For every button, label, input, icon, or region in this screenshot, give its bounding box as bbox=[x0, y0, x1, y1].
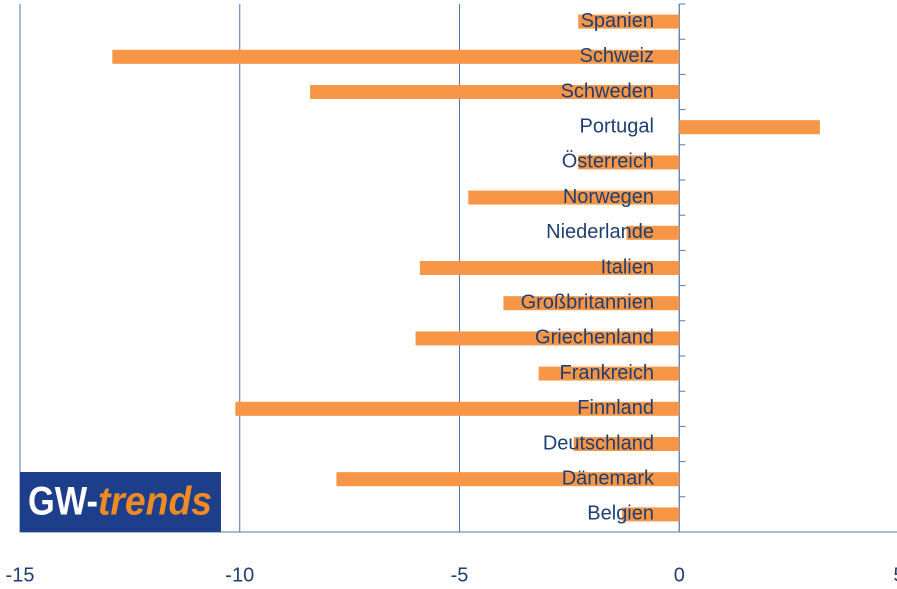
y-tick-label: Norwegen bbox=[563, 186, 654, 208]
x-tick-label: -5 bbox=[451, 564, 469, 586]
bar bbox=[415, 331, 680, 346]
bar bbox=[578, 14, 680, 29]
bar bbox=[468, 190, 680, 205]
bar bbox=[310, 85, 680, 99]
bar bbox=[679, 120, 820, 135]
y-tick-label: Frankreich bbox=[560, 362, 654, 384]
y-tick-label: Dänemark bbox=[562, 467, 655, 489]
logo-box bbox=[20, 472, 221, 532]
bar bbox=[626, 225, 680, 240]
y-tick-label: Portugal bbox=[580, 115, 655, 137]
bar bbox=[578, 155, 680, 170]
bar bbox=[235, 401, 680, 416]
y-tick-label: Italien bbox=[601, 256, 654, 278]
bar bbox=[573, 437, 680, 451]
bar bbox=[112, 49, 680, 64]
logo-text: GW- bbox=[28, 480, 98, 524]
logo-text: trends bbox=[98, 480, 212, 524]
x-tick-label: 5 bbox=[893, 564, 897, 586]
x-tick-label: -10 bbox=[225, 564, 254, 586]
bar bbox=[503, 296, 680, 311]
bar bbox=[336, 472, 680, 487]
y-tick-label: Belgien bbox=[587, 503, 654, 525]
y-tick-label: Finnland bbox=[577, 397, 654, 419]
y-tick-label: Niederlande bbox=[546, 221, 654, 243]
y-tick-label: Griechenland bbox=[535, 327, 654, 349]
y-tick-label: Spanien bbox=[581, 10, 654, 32]
x-tick-label: 0 bbox=[674, 564, 685, 586]
y-tick-label: Schweiz bbox=[580, 45, 654, 67]
y-tick-label: Österreich bbox=[562, 151, 654, 173]
logo: GW- trends bbox=[20, 472, 221, 532]
x-tick-label: -15 bbox=[6, 564, 35, 586]
bar bbox=[419, 261, 680, 275]
y-tick-label: Schweden bbox=[561, 80, 654, 102]
y-tick-label: Großbritannien bbox=[521, 291, 654, 313]
bar bbox=[622, 507, 680, 522]
y-tick-label: Deutschland bbox=[543, 432, 654, 454]
bar bbox=[538, 366, 680, 381]
